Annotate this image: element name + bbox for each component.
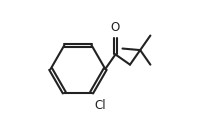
Text: Cl: Cl	[94, 99, 106, 112]
Text: O: O	[111, 21, 120, 34]
